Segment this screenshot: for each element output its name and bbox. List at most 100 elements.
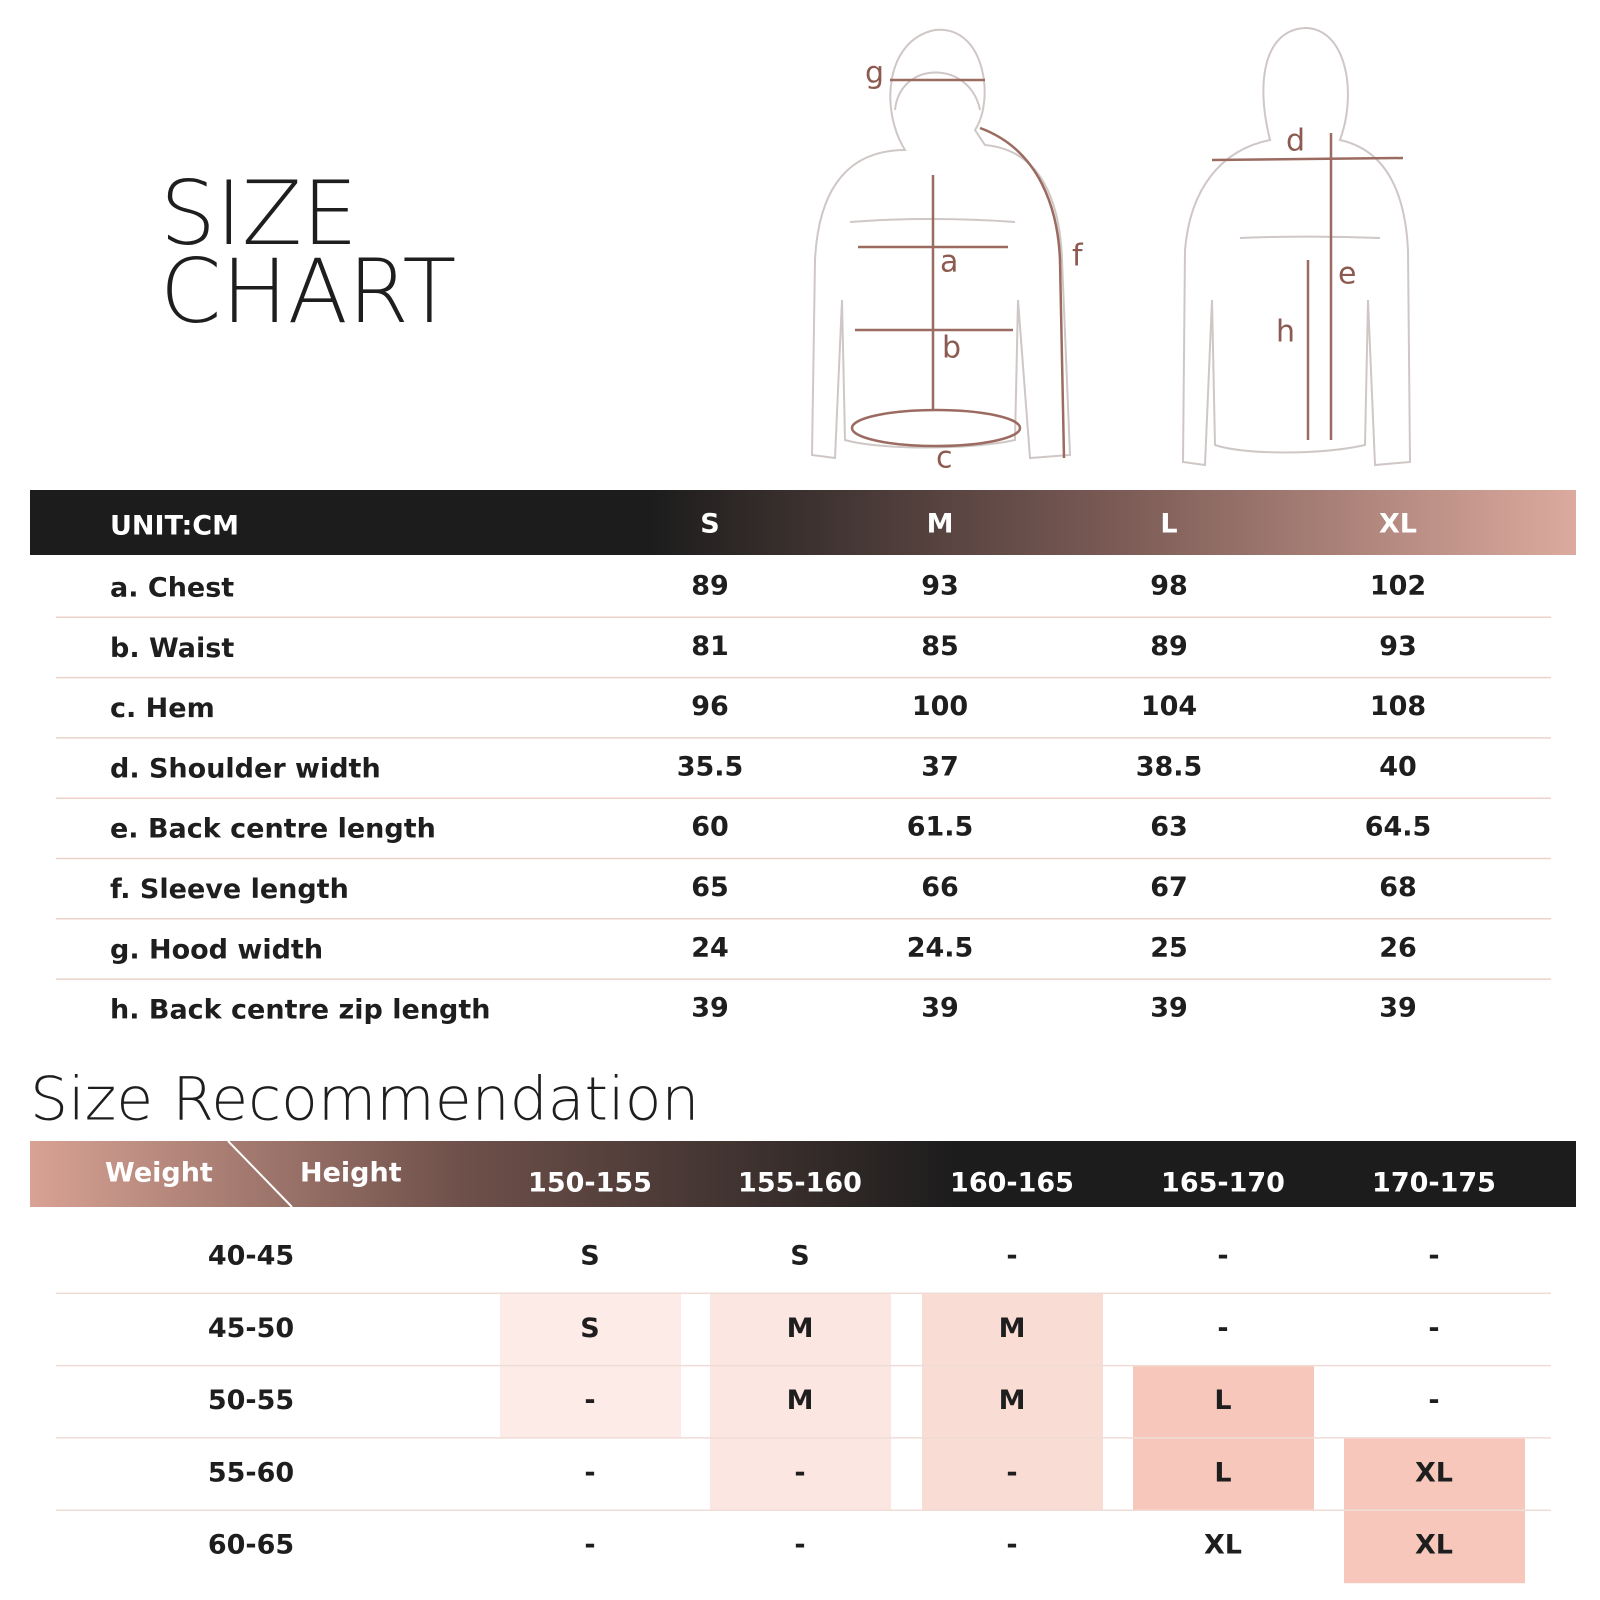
weight-label: 50-55	[208, 1385, 294, 1416]
weight-label: Weight	[105, 1158, 213, 1189]
weight-label: 40-45	[208, 1241, 294, 1272]
cell: S	[580, 1313, 599, 1344]
row-label: e. Back centre length	[110, 814, 436, 845]
unit-label: UNIT:CM	[110, 511, 239, 542]
title: CHART	[160, 240, 456, 343]
cell: -	[1428, 1385, 1439, 1416]
cell: L	[1214, 1457, 1231, 1488]
row-label: c. Hem	[110, 693, 215, 724]
size-table-header	[30, 490, 1576, 555]
cell: S	[790, 1241, 809, 1272]
cell: M	[999, 1313, 1026, 1344]
cell: 38.5	[1136, 751, 1203, 782]
cell: 37	[921, 751, 959, 782]
cell: 26	[1379, 932, 1417, 963]
measurement-lines	[850, 78, 1404, 459]
diagram-label: f	[1072, 239, 1084, 274]
cell-highlight	[500, 1365, 681, 1439]
cell: 35.5	[677, 751, 744, 782]
cell-highlight	[710, 1437, 891, 1511]
cell: 60	[691, 812, 729, 843]
recommendation-header	[30, 1141, 1576, 1207]
cell-highlight	[922, 1437, 1103, 1511]
cell: 89	[691, 571, 729, 602]
cell: XL	[1415, 1457, 1453, 1488]
cell: XL	[1204, 1530, 1242, 1561]
cell-highlight	[922, 1365, 1103, 1439]
cell: -	[1217, 1241, 1228, 1272]
cell: -	[794, 1530, 805, 1561]
cell: M	[787, 1313, 814, 1344]
cell: -	[1006, 1457, 1017, 1488]
diagram-label: h	[1276, 315, 1295, 350]
cell: 39	[1379, 993, 1417, 1024]
cell: 39	[691, 993, 729, 1024]
cell: 89	[1150, 631, 1188, 662]
size-header: M	[927, 509, 954, 540]
cell-highlight	[1133, 1437, 1314, 1511]
cell: -	[584, 1385, 595, 1416]
cell: M	[999, 1385, 1026, 1416]
cell: 61.5	[907, 812, 974, 843]
row-label: g. Hood width	[110, 934, 323, 965]
cell: 108	[1370, 691, 1426, 722]
height-header: 155-160	[738, 1168, 862, 1199]
cell: -	[584, 1457, 595, 1488]
row-label: a. Chest	[110, 573, 234, 604]
size-header: S	[700, 509, 719, 540]
cell: 24	[691, 932, 729, 963]
cell: 96	[691, 691, 729, 722]
cell: L	[1214, 1385, 1231, 1416]
cell: 64.5	[1365, 812, 1432, 843]
diagram-label: d	[1286, 124, 1305, 159]
row-label: h. Back centre zip length	[110, 995, 490, 1026]
cell: 63	[1150, 812, 1188, 843]
diagram-label: e	[1338, 257, 1356, 292]
cell: -	[1006, 1530, 1017, 1561]
jacket-front	[810, 28, 1072, 460]
header-divider	[227, 1140, 293, 1208]
cell-highlight	[1344, 1510, 1525, 1584]
cell: 68	[1379, 872, 1417, 903]
cell: 104	[1141, 691, 1197, 722]
cell: S	[580, 1241, 599, 1272]
cell: -	[584, 1530, 595, 1561]
size-header: XL	[1379, 509, 1417, 540]
cell: 98	[1150, 571, 1188, 602]
cell: 93	[1379, 631, 1417, 662]
cell-highlight	[922, 1293, 1103, 1367]
row-label: b. Waist	[110, 633, 234, 664]
cell: 102	[1370, 571, 1426, 602]
section-title: Size Recommendation	[30, 1065, 699, 1135]
row-label: d. Shoulder width	[110, 753, 381, 784]
cell: 39	[921, 993, 959, 1024]
cell: -	[1428, 1241, 1439, 1272]
diagram-label: a	[940, 245, 958, 280]
size-header: L	[1160, 509, 1177, 540]
cell-highlight	[1133, 1365, 1314, 1439]
cell: -	[794, 1457, 805, 1488]
cell-highlight	[500, 1293, 681, 1367]
cell: -	[1006, 1241, 1017, 1272]
title: SIZE	[160, 162, 358, 265]
cell: 40	[1379, 751, 1417, 782]
cell: 81	[691, 631, 729, 662]
cell: M	[787, 1385, 814, 1416]
jacket-back	[1181, 26, 1412, 467]
cell: XL	[1415, 1530, 1453, 1561]
cell: -	[1217, 1313, 1228, 1344]
cell: 85	[921, 631, 959, 662]
cell: 24.5	[907, 932, 974, 963]
cell-highlight	[710, 1365, 891, 1439]
diagram-label: b	[942, 331, 961, 366]
row-label: f. Sleeve length	[110, 874, 349, 905]
cell: 100	[912, 691, 968, 722]
cell: 67	[1150, 872, 1188, 903]
height-header: 150-155	[528, 1168, 652, 1199]
cell-highlight	[1344, 1437, 1525, 1511]
cell: 93	[921, 571, 959, 602]
cell: -	[1428, 1313, 1439, 1344]
weight-label: 45-50	[208, 1313, 294, 1344]
height-header: 160-165	[950, 1168, 1074, 1199]
